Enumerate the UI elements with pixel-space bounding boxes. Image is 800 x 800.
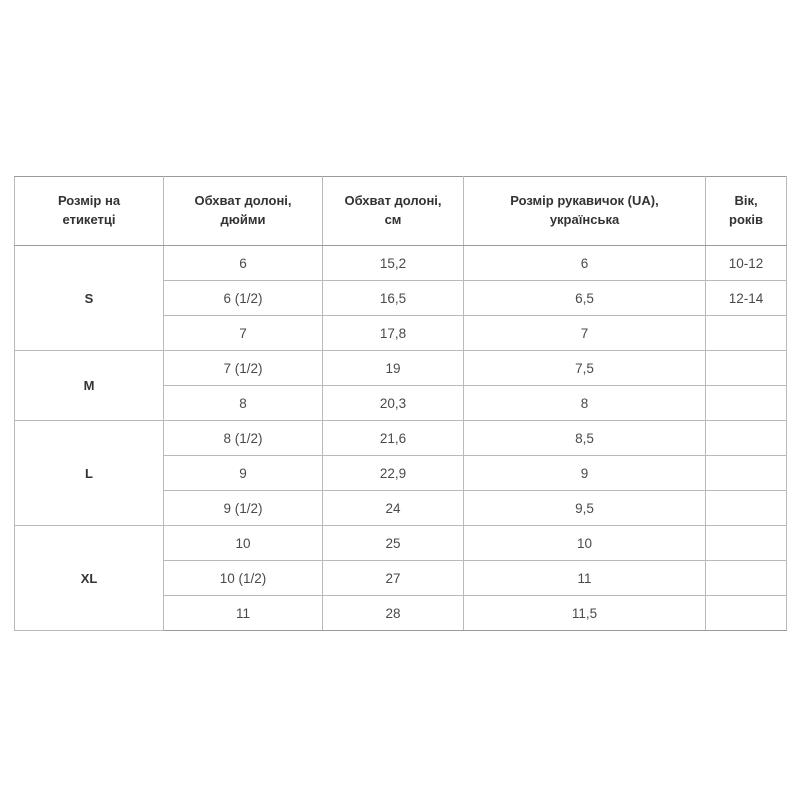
cell-age	[705, 455, 787, 491]
table-row: 6 (1/2) 16,5 6,5 12-14	[15, 280, 787, 316]
cell-ua: 11,5	[463, 595, 706, 631]
cell-age	[705, 350, 787, 386]
column-header-cm-line1: Обхват долоні,	[344, 193, 442, 209]
size-group-label-l: L	[14, 420, 164, 526]
cell-cm: 27	[322, 560, 464, 596]
table-row: S 6 15,2 6 10-12	[14, 245, 787, 351]
cell-inches: 11	[163, 595, 323, 631]
column-header-cm: Обхват долоні, см	[322, 176, 464, 246]
glove-size-table: Розмір на етикетці Обхват долоні, дюйми …	[14, 176, 787, 631]
column-header-cm-line2: см	[384, 212, 402, 227]
cell-cm: 17,8	[322, 315, 464, 351]
cell-age	[705, 490, 787, 526]
cell-age: 10-12	[705, 245, 787, 281]
table-row: 7 17,8 7	[15, 315, 787, 351]
cell-age	[705, 315, 787, 351]
cell-inches: 9	[163, 455, 323, 491]
column-header-age: Вік, років	[705, 176, 787, 246]
column-header-inches: Обхват долоні, дюйми	[163, 176, 323, 246]
cell-ua: 8,5	[463, 420, 706, 456]
column-header-ua-line2: українська	[549, 212, 620, 227]
cell-age	[705, 525, 787, 561]
cell-cm: 20,3	[322, 385, 464, 421]
cell-ua: 10	[463, 525, 706, 561]
cell-inches: 6	[163, 245, 323, 281]
cell-ua: 7	[463, 315, 706, 351]
cell-ua: 6	[463, 245, 706, 281]
cell-ua: 8	[463, 385, 706, 421]
column-header-label-line2: етикетці	[62, 212, 116, 227]
column-header-age-line2: років	[729, 212, 763, 227]
size-group-label-xl: XL	[14, 525, 164, 631]
column-header-ua: Розмір рукавичок (UA), українська	[463, 176, 706, 246]
cell-age	[705, 560, 787, 596]
cell-ua: 11	[463, 560, 706, 596]
cell-cm: 16,5	[322, 280, 464, 316]
column-header-inches-line2: дюйми	[220, 212, 266, 227]
cell-inches: 8	[163, 385, 323, 421]
table-row: 10 (1/2) 27 11	[15, 560, 787, 596]
cell-cm: 24	[322, 490, 464, 526]
column-header-age-line1: Вік,	[734, 193, 758, 209]
cell-inches: 7	[163, 315, 323, 351]
table-body: S 6 15,2 6 10-12 6 (1/2) 16,5 6,5 12-14 7 17,8 7 M 7 …	[14, 245, 787, 631]
table-row: 8 20,3 8	[15, 385, 787, 421]
column-header-ua-line1: Розмір рукавичок (UA),	[510, 193, 659, 209]
column-header-inches-line1: Обхват долоні,	[194, 193, 292, 209]
cell-inches: 7 (1/2)	[163, 350, 323, 386]
header-row: Розмір на етикетці Обхват долоні, дюйми …	[14, 176, 787, 246]
table-header: Розмір на етикетці Обхват долоні, дюйми …	[14, 176, 787, 246]
size-group-label-m: M	[14, 350, 164, 421]
cell-ua: 9,5	[463, 490, 706, 526]
size-group-label-s: S	[14, 245, 164, 351]
table-row: 11 28 11,5	[15, 595, 787, 631]
cell-inches: 10 (1/2)	[163, 560, 323, 596]
cell-cm: 21,6	[322, 420, 464, 456]
cell-cm: 28	[322, 595, 464, 631]
cell-age	[705, 385, 787, 421]
cell-cm: 19	[322, 350, 464, 386]
cell-cm: 25	[322, 525, 464, 561]
cell-age	[705, 420, 787, 456]
cell-inches: 9 (1/2)	[163, 490, 323, 526]
cell-inches: 10	[163, 525, 323, 561]
cell-inches: 8 (1/2)	[163, 420, 323, 456]
cell-cm: 15,2	[322, 245, 464, 281]
table-row: XL 10 25 10	[14, 525, 787, 631]
column-header-label: Розмір на етикетці	[14, 176, 164, 246]
cell-inches: 6 (1/2)	[163, 280, 323, 316]
cell-age: 12-14	[705, 280, 787, 316]
cell-ua: 6,5	[463, 280, 706, 316]
cell-cm: 22,9	[322, 455, 464, 491]
column-header-label-line1: Розмір на	[57, 193, 121, 209]
cell-ua: 7,5	[463, 350, 706, 386]
cell-age	[705, 595, 787, 631]
table-row: 9 (1/2) 24 9,5	[15, 490, 787, 526]
size-chart-container: Розмір на етикетці Обхват долоні, дюйми …	[14, 176, 787, 631]
cell-ua: 9	[463, 455, 706, 491]
